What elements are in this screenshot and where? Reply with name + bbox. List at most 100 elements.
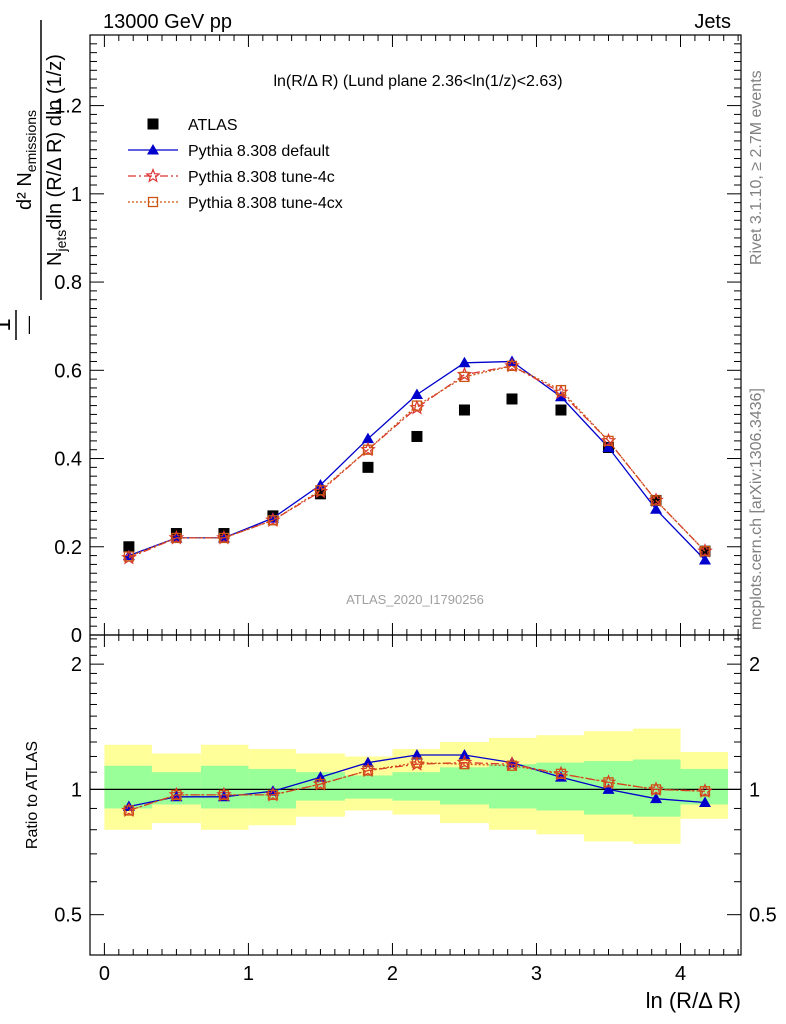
- series-line: [128, 365, 706, 559]
- ratio-point: [267, 789, 279, 801]
- legend-marker: [145, 167, 161, 183]
- svg-text:—: —: [18, 316, 38, 334]
- ratio-line: [128, 761, 706, 812]
- ratio-y-tick-label: 1: [71, 779, 82, 801]
- main-plot-panel: 0 0.2 0.4 0.6 0.8 1 1.2: [54, 34, 742, 647]
- data-point: [315, 485, 326, 496]
- legend-item: ATLAS: [147, 117, 238, 134]
- data-point: [698, 554, 711, 565]
- ratio-point: [315, 778, 326, 790]
- x-tick-label: 4: [675, 963, 686, 985]
- main-y-axis-label: d² Nemissions Njetsdln (R/Δ R) dln (1/z): [14, 20, 69, 300]
- data-point: [555, 384, 567, 396]
- ratio-point: [555, 768, 567, 779]
- data-point: [362, 461, 374, 473]
- analysis-label: ATLAS_2020_I1790256: [346, 592, 484, 607]
- ratio-y-axis-title: Ratio to ATLAS: [24, 741, 41, 849]
- series-1: [122, 355, 711, 565]
- ratio-plot-panel: 0.5 0.5 1 1 2 2 0 1 2 3 4: [54, 634, 777, 985]
- data-point: [603, 435, 614, 447]
- ratio-plot-frame: [89, 634, 742, 956]
- y-tick-label: 0: [71, 625, 82, 647]
- ratio-y-tick-label-right: 2: [749, 654, 760, 676]
- ratio-point: [410, 748, 423, 760]
- legend-label: Pythia 8.308 tune-4cx: [188, 195, 343, 212]
- y-tick-label: 1.2: [54, 96, 82, 118]
- data-point: [122, 549, 135, 561]
- x-tick-label: 3: [531, 963, 542, 985]
- legend-item: Pythia 8.308 tune-4c: [128, 167, 335, 186]
- band-bin: [439, 767, 489, 805]
- legend-marker: [147, 144, 159, 155]
- plot-title: ln(R/Δ R) (Lund plane 2.36<ln(1/z)<2.63): [273, 73, 562, 90]
- band-bin: [344, 775, 393, 799]
- data-point: [123, 551, 135, 562]
- series-3: [123, 360, 711, 562]
- x-tick-label: 1: [243, 963, 254, 985]
- data-point: [410, 388, 423, 400]
- ratio-point: [218, 789, 230, 801]
- legend-label: Pythia 8.308 tune-4c: [188, 169, 335, 186]
- energy-label: 13000 GeV pp: [103, 11, 232, 33]
- legend: ATLAS Pythia 8.308 default Pythia 8.308 tu…: [128, 117, 343, 212]
- data-point: [362, 444, 374, 455]
- data-point: [458, 404, 470, 416]
- data-point: [218, 532, 230, 544]
- ratio-point: [411, 757, 423, 768]
- y-tick-label: 0.6: [54, 360, 82, 382]
- svg-text:1: 1: [0, 318, 16, 331]
- rivet-label: Rivet 3.1.10, ≥ 2.7M events: [748, 70, 765, 265]
- data-point: [699, 546, 711, 557]
- ratio-y-tick-label-right: 0.5: [749, 905, 777, 927]
- x-tick-label: 2: [387, 963, 398, 985]
- band-bin: [104, 765, 152, 809]
- band-bin: [200, 765, 249, 809]
- ratio-point: [650, 792, 663, 804]
- series-0: [123, 393, 711, 557]
- data-point: [361, 432, 374, 444]
- data-point: [555, 404, 567, 416]
- data-point: [459, 371, 470, 383]
- ratio-point: [171, 789, 182, 801]
- data-point: [411, 430, 423, 442]
- data-point: [411, 400, 423, 411]
- ratio-point: [650, 784, 662, 795]
- y-tick-label: 0.8: [54, 272, 82, 294]
- data-point: [123, 541, 135, 553]
- band-bin: [392, 772, 440, 801]
- data-point: [506, 360, 518, 372]
- ratio-point: [699, 786, 711, 797]
- data-point: [650, 495, 662, 506]
- x-axis-title: ln (R/Δ R): [646, 988, 741, 1013]
- y-tick-label: 1: [71, 184, 82, 206]
- ratio-point: [362, 765, 374, 776]
- legend-marker: [147, 196, 159, 208]
- ratio-series-2: [123, 757, 711, 816]
- data-point: [266, 512, 279, 523]
- ratio-point: [698, 796, 711, 808]
- y-tick-label: 0.2: [54, 537, 82, 559]
- legend-marker: [147, 118, 159, 130]
- data-point: [506, 393, 518, 405]
- data-point: [458, 356, 471, 368]
- ratio-y-tick-label: 0.5: [54, 905, 82, 927]
- legend-label: ATLAS: [188, 117, 238, 134]
- x-tick-label: 0: [99, 963, 110, 985]
- legend-label: Pythia 8.308 default: [188, 143, 330, 160]
- ratio-y-tick-label: 2: [71, 654, 82, 676]
- y-tick-label: 0.4: [54, 449, 82, 471]
- ratio-point: [506, 760, 518, 771]
- ratio-y-tick-label-right: 1: [749, 779, 760, 801]
- ratio-point: [361, 756, 374, 768]
- data-point: [267, 515, 279, 526]
- ratio-point: [602, 783, 615, 794]
- data-point: [171, 532, 182, 544]
- legend-item: Pythia 8.308 tune-4cx: [128, 195, 343, 212]
- legend-item: Pythia 8.308 default: [128, 143, 330, 160]
- category-label: Jets: [694, 11, 731, 33]
- band-bin: [488, 764, 537, 809]
- data-point: [650, 503, 663, 514]
- source-label: mcplots.cern.ch [arXiv:1306.3436]: [748, 388, 765, 630]
- ratio-point: [123, 805, 135, 816]
